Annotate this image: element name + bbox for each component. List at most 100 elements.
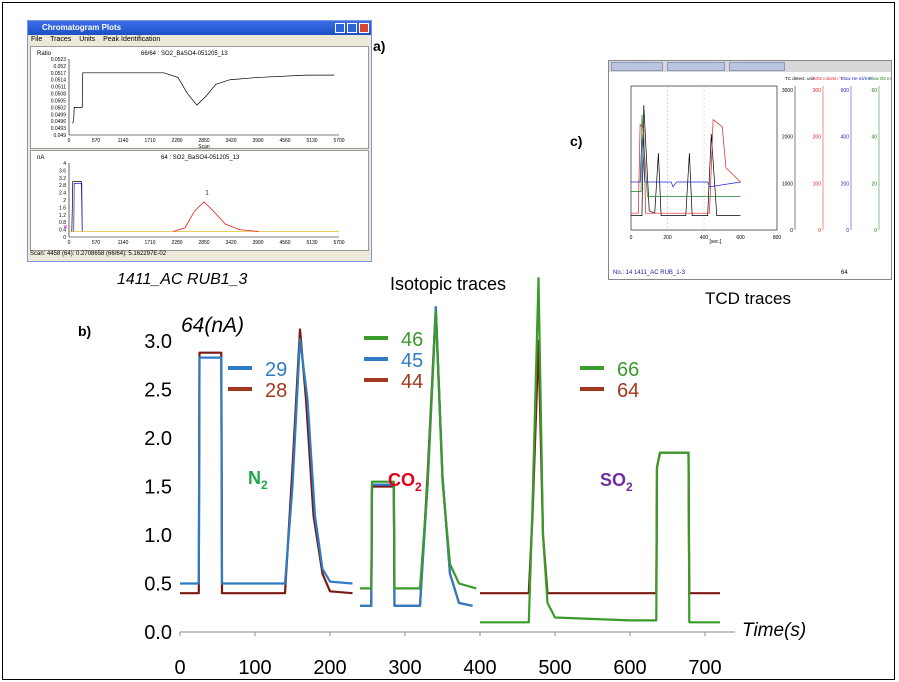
intensity-xtick-label: 1710 (144, 240, 155, 246)
minimize-button[interactable] (335, 23, 345, 33)
inset-tab-2[interactable] (667, 62, 725, 71)
intensity-xtick-label: 5130 (306, 240, 317, 246)
inset-tick-o2: 40 (871, 135, 877, 141)
intensity-ytick-label: 2.8 (59, 183, 66, 189)
inset-xtick-label: 200 (663, 235, 672, 241)
inset-xunit: [sec.] (709, 239, 722, 245)
intensity-peak-label: 1 (205, 190, 209, 196)
ratio-ytick-label: 0.0514 (51, 78, 67, 84)
intensity-marker: × (63, 223, 68, 232)
status-bar: Scan: 4458 (64): 0.2708658 (66/64): 5.16… (30, 251, 167, 257)
intensity-ytick-label: 3.6 (59, 168, 66, 174)
inset-tick-tc: 0 (790, 228, 793, 234)
tcd-inset: 0 200 400 600 800 [sec.] TC detect. unit 3000 20… (608, 60, 892, 280)
intensity-xtick-label: 2280 (171, 240, 182, 246)
ratio-ytick-label: 0.0493 (51, 126, 67, 132)
inset-tick-o2: 0 (874, 228, 877, 234)
ratio-ylabel: Ratio (37, 51, 52, 57)
ratio-xtick-label: 5130 (306, 138, 317, 144)
ratio-ytick-label: 0.0508 (51, 92, 67, 98)
intensity-xtick-label: 1140 (118, 240, 129, 246)
menu-units[interactable]: Units (79, 36, 96, 43)
intensity-pane: 64 : SO2_BaSO4-051205_13 nA 4 3.6 3.2 2.8 2.4 2… (30, 150, 369, 251)
ratio-ytick-label: 0.052 (53, 64, 66, 70)
ratio-plot-title: 66/64 : SO2_BaSO4-051205_13 (141, 51, 228, 57)
inset-tick-tc: 1000 (782, 181, 793, 187)
chromatogram-window: Chromatogram Plots File Traces Units Pea… (27, 20, 372, 262)
panel-label-c: c) (570, 133, 583, 149)
ratio-xtick-label: 1140 (118, 138, 129, 144)
ratio-trace (72, 72, 335, 124)
intensity-xtick-label: 0 (68, 240, 71, 246)
inset-tab-bar (609, 61, 891, 72)
ratio-xtick-label: 570 (92, 138, 101, 144)
inset-tab-1[interactable] (611, 62, 663, 71)
intensity-xtick-label: 570 (92, 240, 101, 246)
intensity-ytick-label: 1.6 (59, 205, 66, 211)
ratio-xtick-label: 3420 (225, 138, 236, 144)
menu-traces[interactable]: Traces (50, 36, 72, 43)
intensity-ytick-label: 3.2 (59, 176, 66, 182)
ratio-xtick-label: 2850 (198, 138, 209, 144)
intensity-xtick-label: 3990 (252, 240, 263, 246)
ratio-xtick-label: 4560 (279, 138, 290, 144)
ratio-ytick-label: 0.0517 (51, 71, 67, 77)
intensity-xtick-label: 3420 (225, 240, 236, 246)
close-button[interactable] (359, 23, 369, 33)
ratio-plot: 66/64 : SO2_BaSO4-051205_13Ratio0.05230.… (37, 51, 345, 150)
intensity-ylabel: nA (37, 155, 44, 161)
inset-tick-tc: 2000 (782, 135, 793, 141)
intensity-reference-trace (71, 181, 83, 232)
inset-xtick-label: 600 (736, 235, 745, 241)
ratio-ytick-label: 0.049 (53, 133, 66, 139)
ratio-ytick-label: 0.0502 (51, 105, 67, 111)
intensity-xtick-label: 4560 (279, 240, 290, 246)
intensity-ytick-label: 0.4 (59, 228, 66, 234)
inset-xtick-label: 800 (773, 235, 782, 241)
intensity-ytick-label: 0.8 (59, 220, 66, 226)
menu-peak-identification[interactable]: Peak Identification (103, 36, 161, 43)
ratio-xlabel: Scan (198, 144, 210, 148)
inset-tick-so2: 200 (813, 135, 822, 141)
intensity-ytick-label: 1.2 (59, 213, 66, 219)
ratio-ytick-label: 0.0511 (51, 85, 66, 91)
ratio-xtick-label: 0 (68, 138, 71, 144)
window-titlebar: Chromatogram Plots (28, 21, 371, 35)
inset-col-head-o2: Flow O2 ml/min (869, 76, 891, 81)
inset-o2-trace (631, 114, 741, 197)
inset-tab-3[interactable] (729, 62, 785, 71)
panel-label-b: b) (78, 323, 92, 339)
inset-col-head-he: Flow He ml/min (841, 76, 873, 81)
inset-tick-he: 200 (841, 181, 850, 187)
inset-tick-o2: 60 (871, 88, 877, 94)
inset-xtick-label: 0 (630, 235, 633, 241)
inset-footer-number: 64 (841, 270, 848, 276)
intensity-xtick-label: 2850 (198, 240, 209, 246)
ratio-xtick-label: 5700 (333, 138, 344, 144)
inset-he-trace (631, 133, 741, 188)
inset-tick-o2: 20 (871, 181, 877, 187)
inset-tick-so2: 0 (818, 228, 821, 234)
ratio-xtick-label: 3990 (252, 138, 263, 144)
inset-tick-he: 0 (846, 228, 849, 234)
ratio-xtick-label: 1710 (144, 138, 155, 144)
ratio-ytick-label: 0.0523 (51, 57, 67, 63)
intensity-xtick-label: 5700 (333, 240, 344, 246)
inset-tick-tc: 3000 (782, 88, 793, 94)
inset-tc-trace (631, 105, 741, 216)
window-title: Chromatogram Plots (42, 23, 122, 32)
menu-file[interactable]: File (31, 36, 43, 43)
inset-tick-so2: 100 (813, 181, 822, 187)
intensity-ytick-label: 0 (63, 235, 66, 241)
tcd-plot: 0 200 400 600 800[sec.]TC detect. unit300020… (613, 76, 891, 276)
intensity-plot-title: 64 : SO2_BaSO4-051205_13 (161, 155, 240, 161)
maximize-button[interactable] (347, 23, 357, 33)
menu-bar: File Traces Units Peak Identification (28, 35, 371, 45)
inset-tick-he: 400 (841, 135, 850, 141)
inset-tick-he: 600 (841, 88, 850, 94)
intensity-ytick-label: 2 (63, 198, 66, 204)
intensity-peak-trace (173, 201, 259, 232)
inset-footer: No.: 14 1411_AC RUB_1-3 (613, 270, 686, 276)
panel-label-a: a) (373, 38, 386, 54)
